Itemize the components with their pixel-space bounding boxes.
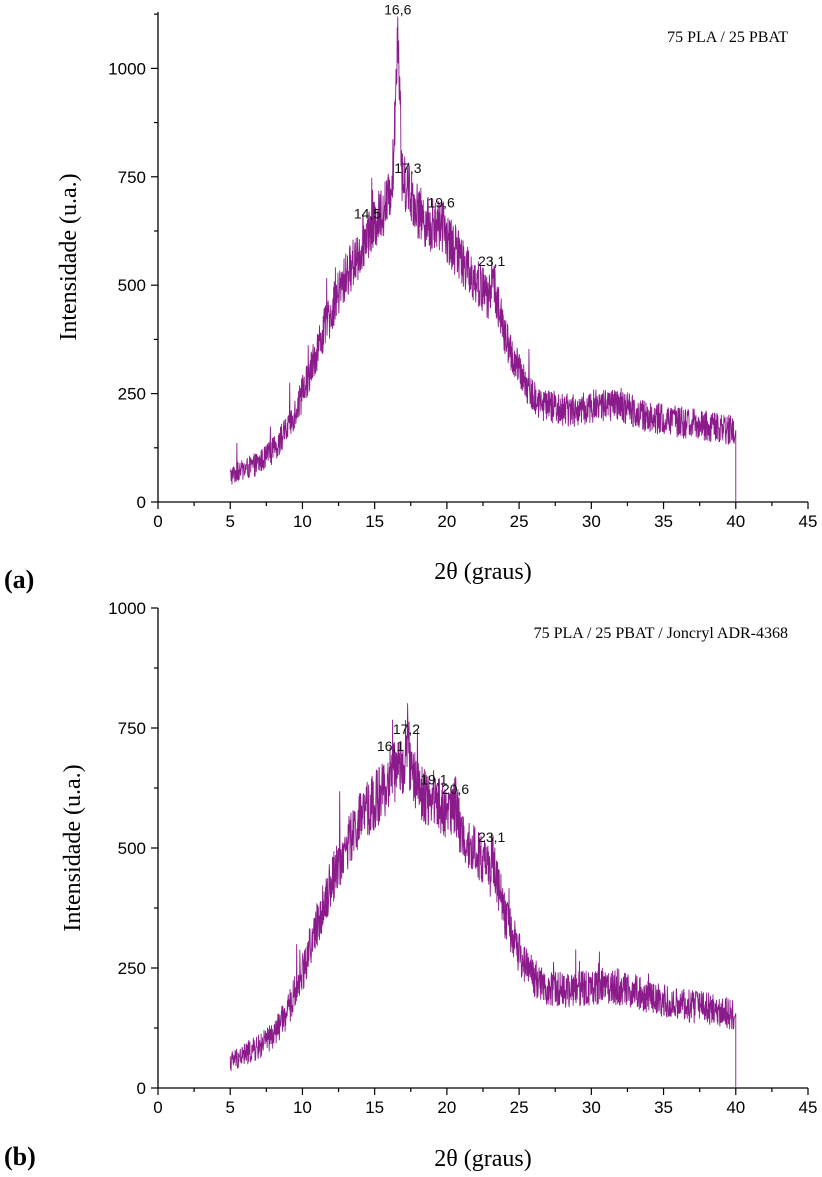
x-tick-label: 5 [225, 1098, 234, 1117]
chart-panel-2: 0 5 10 15 20 25 30 35 40 45 0 250 500 750 1000 2θ (grau… [4, 599, 817, 1172]
y-tick-label: 0 [137, 493, 146, 512]
x-tick-label: 45 [799, 1098, 818, 1117]
y-tick-label: 1000 [108, 59, 146, 78]
series-line-1 [229, 703, 737, 1088]
x-axis-title: 2θ (graus) [434, 1146, 531, 1172]
y-tick-label: 750 [118, 168, 146, 187]
x-tick-label: 10 [293, 512, 312, 531]
x-tick-label: 40 [726, 1098, 745, 1117]
x-tick-label: 10 [293, 1098, 312, 1117]
x-axis-title: 2θ (graus) [434, 559, 531, 585]
x-tick-label: 20 [437, 1098, 456, 1117]
x-tick-label: 25 [510, 512, 529, 531]
peak-label: 16,6 [384, 2, 411, 18]
y-tick-label: 250 [118, 959, 146, 978]
x-tick-label: 30 [582, 512, 601, 531]
y-axis-title: Intensidade (u.a.) [56, 173, 82, 340]
y-tick-label: 500 [118, 839, 146, 858]
chart-panel-1: 0 5 10 15 20 25 30 35 40 45 0 250 500 750 1000 2θ (grau… [4, 2, 817, 594]
peak-label: 17,2 [393, 721, 420, 737]
y-tick-label: 1000 [108, 599, 146, 618]
y-tick-label: 750 [118, 719, 146, 738]
panel-label: (b) [4, 1142, 36, 1171]
x-tick-label: 0 [153, 1098, 162, 1117]
legend-entry: 75 PLA / 25 PBAT [667, 29, 788, 46]
panel-label: (a) [4, 565, 34, 594]
x-tick-label: 35 [654, 1098, 673, 1117]
x-tick-label: 25 [510, 1098, 529, 1117]
series-line-1 [229, 16, 737, 502]
y-axis-title: Intensidade (u.a.) [60, 764, 86, 931]
x-tick-label: 20 [437, 512, 456, 531]
y-tick-label: 500 [118, 276, 146, 295]
peak-label: 16,1 [377, 738, 404, 754]
x-tick-label: 45 [799, 512, 818, 531]
x-tick-label: 0 [153, 512, 162, 531]
legend-entry: 75 PLA / 25 PBAT / Joncryl ADR-4368 [534, 625, 788, 642]
y-tick-label: 250 [118, 385, 146, 404]
x-tick-label: 35 [654, 512, 673, 531]
x-tick-label: 15 [365, 1098, 384, 1117]
peak-label: 23,1 [478, 253, 505, 269]
x-tick-label: 5 [225, 512, 234, 531]
peak-label: 19,1 [420, 771, 447, 787]
peak-label: 17,3 [394, 160, 421, 176]
peak-label: 23,1 [478, 829, 505, 845]
peak-label: 19,6 [427, 195, 454, 211]
peak-label: 14,5 [354, 205, 381, 221]
peak-label: 20,6 [442, 781, 469, 797]
x-tick-label: 30 [582, 1098, 601, 1117]
x-tick-label: 15 [365, 512, 384, 531]
x-tick-label: 40 [726, 512, 745, 531]
y-tick-label: 0 [137, 1079, 146, 1098]
